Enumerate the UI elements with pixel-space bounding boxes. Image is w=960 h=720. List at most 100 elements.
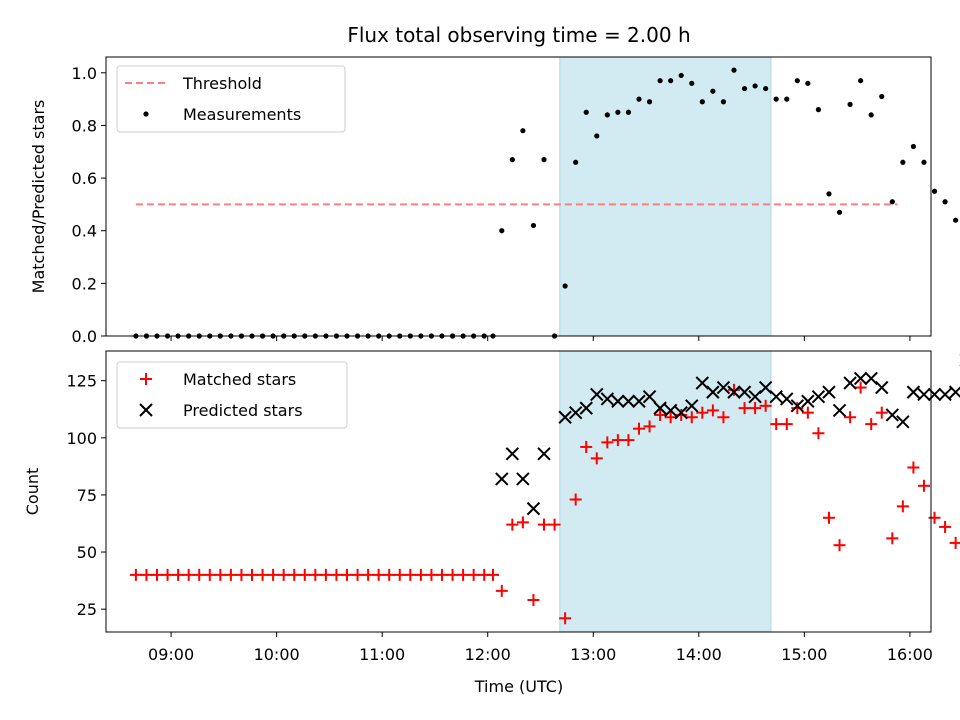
x-tick-label: 16:00 (887, 645, 933, 664)
measurement-point (594, 133, 600, 139)
bottom-y-axis-ticks: 25 50 75 100 125 (66, 372, 106, 619)
matched-stars-point (298, 568, 311, 581)
predicted-stars-point (685, 399, 699, 413)
measurement-point (847, 101, 853, 107)
measurement-point (836, 209, 843, 215)
matched-stars-point (267, 568, 280, 581)
measurements-legend-label: Measurements (183, 105, 301, 124)
predicted-stars-point (505, 447, 520, 461)
matched-stars-point (516, 516, 529, 529)
matched-stars-point (791, 402, 804, 415)
matched-stars-point (928, 511, 941, 524)
measurement-point (710, 88, 716, 94)
matched-stars-point (896, 500, 909, 513)
matched-stars-point (939, 520, 952, 533)
predicted-stars-point (906, 385, 921, 399)
x-tick-label: 12:00 (465, 645, 511, 664)
matched-stars-point (643, 420, 656, 433)
measurement-point (953, 217, 959, 223)
matched-stars-point (590, 452, 603, 465)
measurement-point (942, 199, 948, 205)
matched-legend-swatch (140, 373, 152, 385)
predicted-stars-point (875, 380, 889, 395)
predicted-stars-point (853, 371, 868, 386)
x-tick-label: 10:00 (254, 645, 300, 664)
matched-stars-point (696, 406, 709, 419)
predicted-stars-point (621, 394, 636, 408)
y-tick-label: 0.6 (72, 169, 97, 188)
predicted-legend-label: Predicted stars (183, 401, 303, 420)
predicted-stars-point (706, 385, 720, 399)
matched-stars-point (372, 568, 385, 581)
predicted-stars-point (590, 387, 604, 402)
measurement-point (889, 199, 895, 205)
measurements-legend-swatch (143, 111, 149, 117)
matched-stars-point (886, 532, 899, 545)
matched-stars-point (675, 408, 688, 421)
matched-stars-point (404, 568, 417, 581)
matched-stars-point (949, 536, 960, 549)
matched-stars-point (580, 440, 593, 453)
x-tick-label: 09:00 (148, 645, 194, 664)
matched-stars-point (393, 568, 406, 581)
predicted-legend-swatch (139, 403, 153, 417)
predicted-stars-point (780, 392, 794, 406)
matched-stars-point (833, 539, 846, 552)
matched-stars-point (414, 568, 427, 581)
x-tick-label: 11:00 (359, 645, 405, 664)
measurement-point (520, 128, 526, 134)
measurement-point (826, 191, 832, 197)
bottom-axes-frame (105, 350, 932, 633)
chart-title: Flux total observing time = 2.00 h (347, 23, 690, 47)
bottom-y-axis-label: Count (23, 468, 42, 516)
matched-stars-point (486, 568, 499, 581)
measurement-point (562, 283, 568, 289)
bottom-panel: 09:00 10:00 11:00 12:00 13:00 14:00 15:00 16:00… (23, 350, 960, 696)
measurement-point (699, 99, 705, 105)
matched-stars-point (706, 404, 719, 417)
measurement-point (879, 93, 885, 100)
matched-stars-point (506, 518, 519, 531)
matched-stars-point (801, 406, 814, 419)
measurement-point (858, 78, 864, 84)
bottom-data-marks (129, 354, 960, 625)
predicted-stars-point (516, 472, 530, 486)
matched-stars-point (527, 594, 540, 607)
predicted-stars-point (579, 401, 593, 415)
y-tick-label: 100 (66, 429, 97, 448)
predicted-stars-point (843, 376, 857, 390)
measurement-point (646, 99, 653, 105)
matched-stars-point (140, 568, 153, 581)
measurement-point (763, 85, 769, 92)
matched-stars-point (822, 511, 835, 524)
measurement-point (868, 112, 874, 118)
top-legend-box (116, 65, 346, 133)
predicted-stars-point (568, 405, 583, 420)
y-tick-label: 0.0 (72, 327, 97, 346)
matched-stars-point (246, 568, 259, 581)
y-tick-label: 1.0 (72, 64, 97, 83)
y-tick-label: 0.4 (72, 222, 97, 241)
matched-stars-point (277, 568, 290, 581)
y-tick-label: 50 (77, 543, 97, 562)
matched-stars-point (172, 568, 185, 581)
predicted-stars-point (737, 385, 752, 399)
matched-stars-point (467, 568, 480, 581)
measurement-point (689, 80, 695, 86)
top-panel: 0.0 0.2 0.4 0.6 0.8 1.0 Matched/Predicted sta… (29, 56, 959, 346)
top-y-axis-ticks: 0.0 0.2 0.4 0.6 0.8 1.0 (72, 64, 106, 346)
matched-stars-point (611, 434, 624, 447)
measurement-point (752, 83, 758, 89)
matched-stars-point (601, 436, 614, 449)
measurement-point (794, 78, 800, 84)
y-tick-label: 25 (77, 600, 97, 619)
predicted-stars-point (790, 399, 805, 413)
matched-stars-point (457, 568, 470, 581)
predicted-stars-point (695, 376, 710, 390)
predicted-stars-point (948, 385, 960, 399)
measurement-point (668, 78, 674, 84)
predicted-stars-point (558, 410, 572, 424)
top-data-marks (133, 67, 959, 339)
matched-stars-point (749, 402, 762, 415)
measurement-point (657, 78, 663, 84)
